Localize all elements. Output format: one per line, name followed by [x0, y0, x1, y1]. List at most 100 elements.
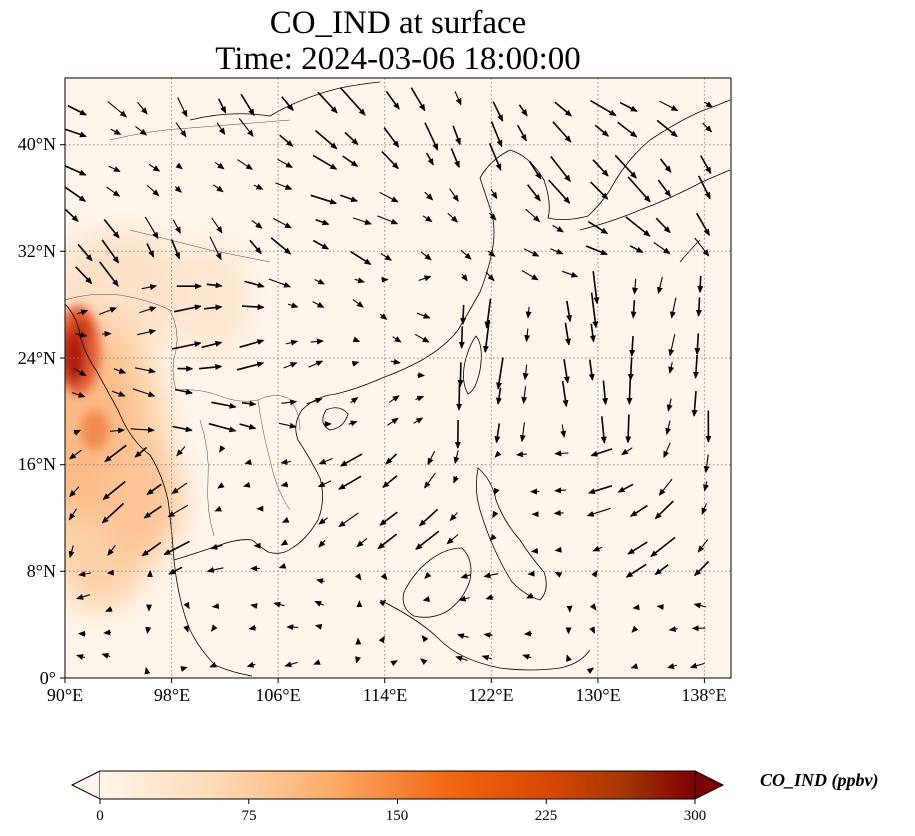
- wind-arrow: [691, 391, 698, 417]
- wind-arrow: [590, 181, 609, 200]
- wind-arrow: [378, 635, 385, 644]
- wind-arrow: [132, 388, 156, 397]
- wind-arrow: [280, 481, 289, 488]
- wind-arrow: [666, 398, 673, 412]
- wind-arrow: [75, 331, 88, 338]
- wind-arrow: [146, 184, 160, 197]
- wind-arrow: [206, 282, 223, 289]
- wind-arrow: [315, 218, 330, 226]
- wind-arrow: [210, 624, 218, 632]
- wind-arrow: [631, 625, 639, 633]
- wind-arrow: [339, 453, 363, 467]
- wind-arrow: [109, 427, 125, 434]
- wind-arrow: [522, 654, 532, 660]
- wind-arrow: [560, 424, 567, 438]
- wind-arrow: [458, 595, 470, 602]
- map-time-subtitle: Time: 2024-03-06 18:00:00: [215, 41, 581, 77]
- wind-arrow: [101, 239, 120, 264]
- wind-arrow: [422, 215, 433, 223]
- colorbar-min-extend: [70, 770, 101, 800]
- wind-arrow: [137, 101, 148, 115]
- wind-arrow: [68, 449, 82, 460]
- wind-arrow: [592, 545, 603, 552]
- wind-arrow: [217, 482, 225, 489]
- wind-arrow: [461, 273, 468, 282]
- wind-arrow: [656, 119, 678, 138]
- wind-arrow: [563, 358, 570, 384]
- wind-arrow: [454, 91, 462, 106]
- wind-arrow: [414, 333, 430, 343]
- wind-arrow: [629, 336, 636, 357]
- wind-arrow: [590, 448, 613, 457]
- wind-arrow: [627, 176, 651, 203]
- wind-arrow: [554, 571, 563, 578]
- wind-arrow: [496, 357, 504, 390]
- wind-arrow: [488, 142, 502, 171]
- wind-arrow: [167, 504, 189, 518]
- wind-arrow: [318, 457, 333, 465]
- wind-arrow: [588, 485, 613, 494]
- wind-arrow: [105, 606, 113, 612]
- wind-arrow: [654, 564, 669, 576]
- wind-arrow: [518, 104, 528, 117]
- wind-arrow: [494, 423, 501, 444]
- wind-arrow: [273, 601, 285, 608]
- wind-arrow: [460, 304, 467, 325]
- wind-arrow: [310, 338, 324, 345]
- wind-arrow: [287, 302, 299, 309]
- wind-arrow: [625, 563, 647, 578]
- wind-arrow: [278, 422, 297, 429]
- wind-arrow: [697, 175, 711, 200]
- wind-arrow: [338, 512, 359, 528]
- wind-arrow: [134, 446, 148, 458]
- wind-arrow: [452, 125, 461, 146]
- lat-tick-label: 16°N: [17, 454, 56, 474]
- lon-tick-label: 130°E: [575, 685, 621, 705]
- wind-arrow: [209, 236, 222, 261]
- wind-arrow: [516, 124, 527, 142]
- wind-arrow: [214, 505, 222, 512]
- colorbar-max-extend: [694, 770, 725, 800]
- wind-arrow: [135, 125, 148, 136]
- wind-arrow: [381, 150, 399, 170]
- wind-arrow: [285, 339, 299, 346]
- wind-arrow: [314, 623, 323, 630]
- wind-arrow: [447, 212, 459, 223]
- wind-arrow: [204, 304, 223, 311]
- wind-arrow: [614, 154, 637, 179]
- wind-arrow: [669, 297, 677, 319]
- wind-arrow: [101, 502, 125, 524]
- wind-arrow: [108, 165, 121, 172]
- wind-arrow: [528, 160, 542, 180]
- wind-arrow: [392, 336, 402, 343]
- wind-arrow: [410, 87, 426, 112]
- map-figure: [60, 77, 732, 683]
- wind-arrow: [379, 313, 388, 320]
- wind-arrow: [588, 359, 595, 381]
- wind-arrow: [657, 179, 672, 198]
- wind-arrow: [424, 191, 434, 201]
- wind-arrow: [453, 475, 459, 484]
- wind-arrow: [284, 661, 298, 668]
- wind-arrow: [654, 500, 674, 520]
- wind-arrow: [702, 122, 713, 133]
- wind-arrow: [413, 417, 424, 424]
- wind-arrow: [168, 566, 183, 575]
- wind-arrow: [213, 184, 224, 193]
- wind-arrow: [523, 248, 540, 257]
- wind-arrow: [390, 358, 401, 365]
- wind-arrow: [566, 300, 573, 323]
- wind-arrow: [211, 217, 223, 234]
- wind-arrow: [281, 517, 290, 523]
- wind-arrow: [172, 219, 181, 234]
- wind-arrow: [525, 208, 541, 223]
- wind-arrow: [268, 278, 292, 288]
- wind-arrow: [589, 603, 597, 611]
- wind-arrow: [700, 155, 712, 175]
- wind-arrow: [208, 422, 237, 433]
- wind-arrow: [211, 401, 237, 409]
- wind-arrow: [174, 388, 193, 395]
- wind-arrow: [177, 97, 188, 118]
- wind-arrow: [340, 194, 359, 202]
- wind-arrow: [206, 567, 224, 573]
